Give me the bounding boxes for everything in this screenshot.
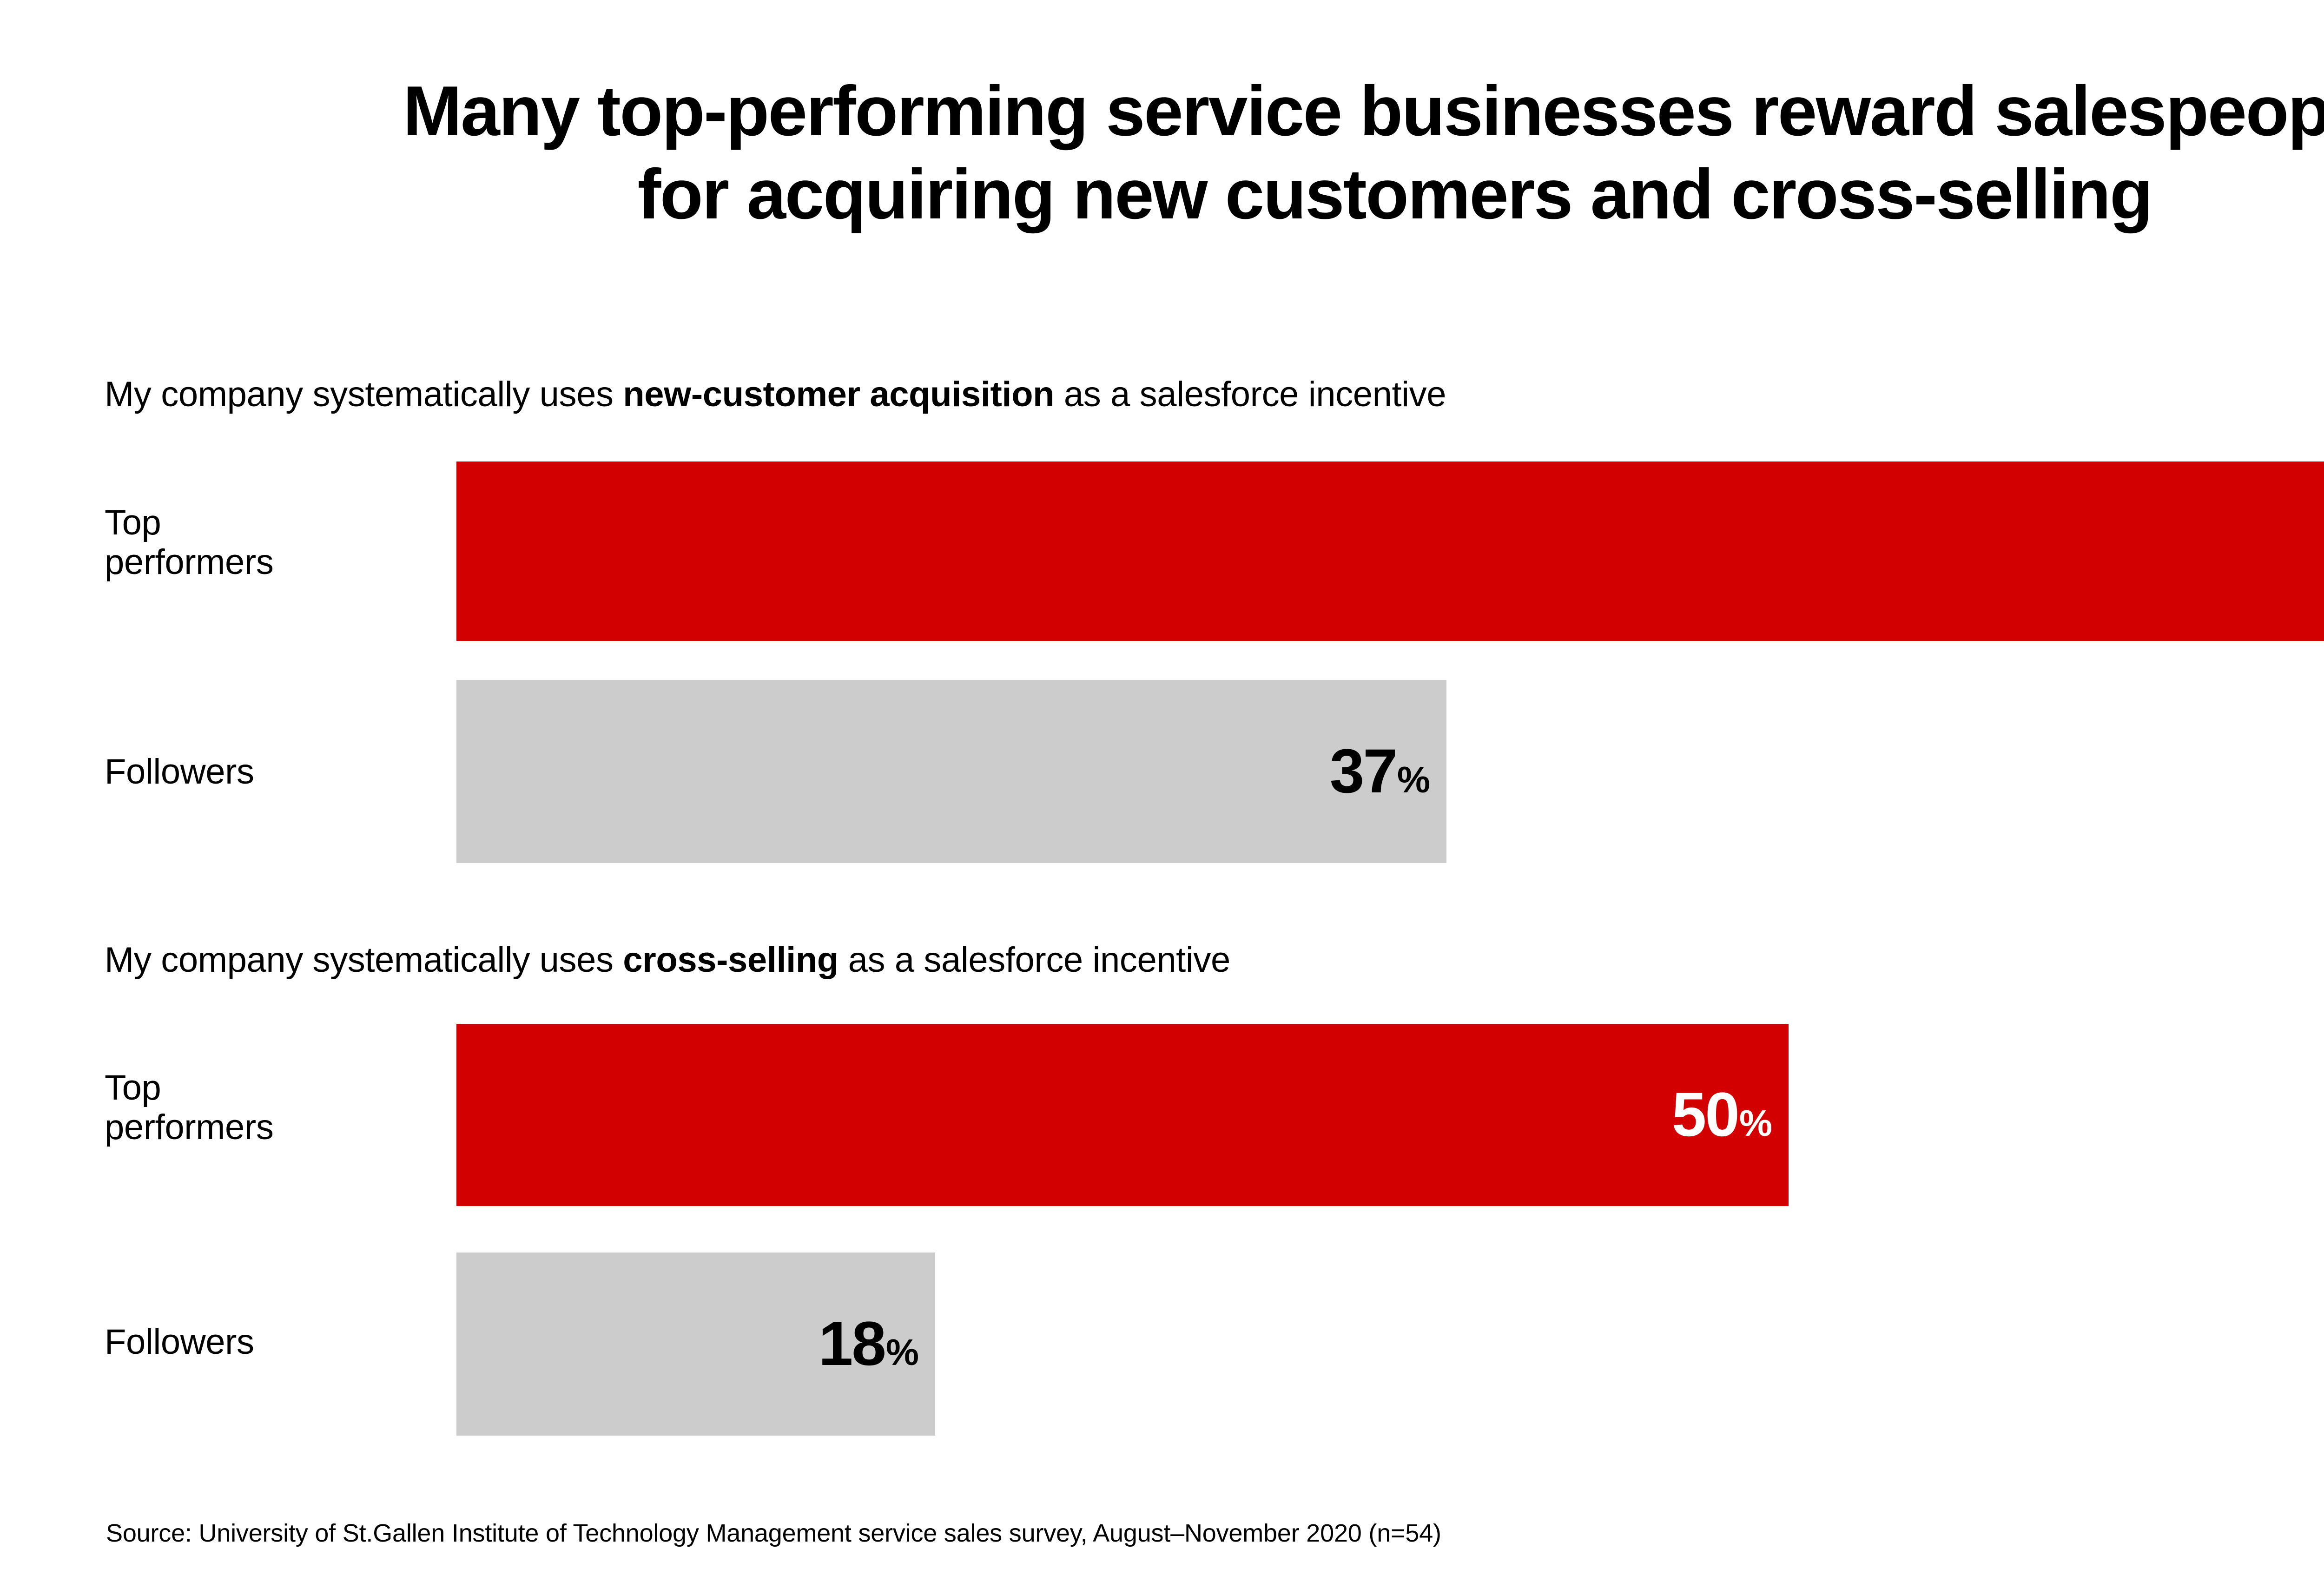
question-emphasis: cross-selling <box>623 940 838 980</box>
section-question-cross-selling: My company systematically uses cross-sel… <box>105 940 1230 980</box>
bar-top-performers-new-customer-acquisition: 83% <box>456 461 2324 641</box>
question-prefix: My company systematically uses <box>105 375 623 414</box>
chart-title: Many top-performing service businesses r… <box>403 72 2324 234</box>
bar-value: 37% <box>1330 740 1446 803</box>
bar-value: 18% <box>819 1313 935 1375</box>
bar-label-top-performers: Top performers <box>105 1068 274 1147</box>
source-note: Source: University of St.Gallen Institut… <box>106 1519 1441 1547</box>
bar-followers-new-customer-acquisition: 37% <box>456 680 1446 863</box>
section-question-new-customer-acquisition: My company systematically uses new-custo… <box>105 374 1446 415</box>
bar-value-unit: % <box>885 1332 919 1373</box>
question-emphasis: new-customer acquisition <box>623 375 1055 414</box>
bar-value-number: 37 <box>1329 737 1398 806</box>
bar-followers-cross-selling: 18% <box>456 1253 935 1436</box>
bar-value-number: 50 <box>1671 1080 1740 1149</box>
bar-value-unit: % <box>1739 1102 1772 1144</box>
bar-label-top-performers: Top performers <box>105 503 274 582</box>
bar-value-number: 18 <box>818 1309 886 1378</box>
bar-value-unit: % <box>1397 759 1430 800</box>
question-suffix: as a salesforce incentive <box>1054 375 1446 414</box>
question-suffix: as a salesforce incentive <box>838 940 1231 980</box>
question-prefix: My company systematically uses <box>105 940 623 980</box>
bar-top-performers-cross-selling: 50% <box>456 1024 1789 1206</box>
bar-label-followers: Followers <box>105 1322 254 1362</box>
bar-value: 50% <box>1672 1084 1789 1146</box>
bar-label-followers: Followers <box>105 752 254 791</box>
